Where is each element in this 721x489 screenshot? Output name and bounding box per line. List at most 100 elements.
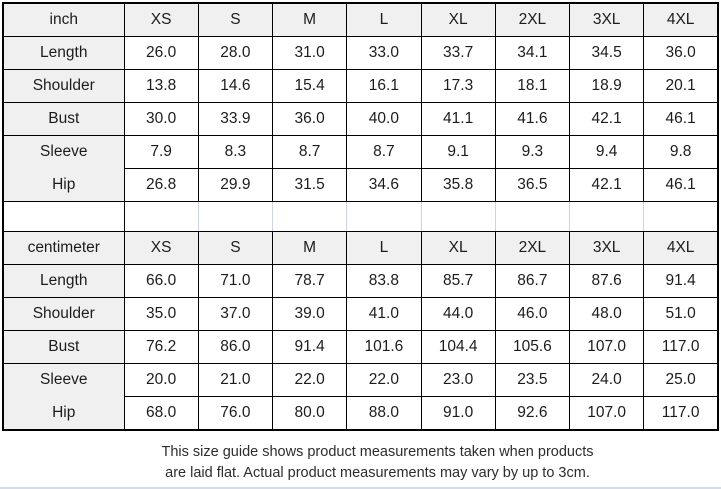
measurement-cell: 34.5: [568, 36, 645, 70]
row-label-cell: Shoulder: [2, 69, 125, 103]
measurement-cell: 36.0: [271, 102, 348, 136]
spacer-cell: [346, 201, 422, 232]
measurement-cell: 33.0: [346, 36, 422, 70]
measurement-cell: 51.0: [643, 297, 719, 331]
measurement-cell: 28.0: [197, 36, 274, 70]
measurement-cell: 85.7: [420, 264, 496, 298]
size-header-cell: S: [197, 2, 274, 37]
row-label-cell: Bust: [2, 330, 125, 364]
unit-cell-centimeter: centimeter: [2, 231, 125, 265]
measurement-cell: 92.6: [494, 396, 571, 431]
measurement-cell: 22.0: [271, 363, 348, 397]
measurement-row-hip: 68.0 76.0 80.0 88.0 91.0 92.6 107.0 117.0: [3, 396, 719, 431]
spacer-cell: [568, 201, 645, 232]
measurement-row-sleeve: Sleeve Hip 7.9 8.3 8.7 8.7 9.1 9.3 9.4 9.8: [2, 135, 719, 202]
measurement-cell: 91.4: [643, 264, 719, 298]
measurement-cell: 42.1: [568, 102, 645, 136]
measurement-cell: 18.9: [568, 69, 645, 103]
measurement-cell: 20.1: [643, 69, 719, 103]
size-header-cell: M: [271, 2, 348, 37]
size-header-cell: XL: [420, 2, 496, 37]
size-header-cell: XS: [123, 231, 199, 265]
measurement-cell: 29.9: [197, 168, 274, 202]
measurement-cell: 7.9: [123, 135, 199, 169]
measurement-cell: 30.0: [123, 102, 199, 136]
measurement-cell: 44.0: [420, 297, 496, 331]
measurement-cell: 41.1: [420, 102, 496, 136]
size-header-cell: 2XL: [494, 2, 571, 37]
spacer-label-cell: [2, 201, 125, 232]
measurement-cell: 71.0: [197, 264, 274, 298]
size-header-cell: M: [271, 231, 348, 265]
measurement-cell: 15.4: [271, 69, 348, 103]
note-line-1: This size guide shows product measuremen…: [161, 444, 594, 460]
measurement-cell: 37.0: [197, 297, 274, 331]
measurement-cell: 78.7: [271, 264, 348, 298]
size-header-cell: 2XL: [494, 231, 571, 265]
row-label-sleeve: Sleeve: [40, 143, 88, 161]
measurement-cell: 87.6: [568, 264, 645, 298]
spacer-cell: [271, 201, 348, 232]
measurement-cell: 36.0: [643, 36, 719, 70]
measurement-row-length: Length 66.0 71.0 78.7 83.8 85.7 86.7 87.6 91.4: [2, 264, 719, 298]
spacer-cell: [197, 201, 274, 232]
measurement-cell: 25.0: [643, 363, 719, 397]
size-guide-note: This size guide shows product measuremen…: [0, 442, 721, 484]
measurement-cell: 105.6: [494, 330, 571, 364]
measurement-cell: 33.7: [420, 36, 496, 70]
measurement-cell: 9.8: [643, 135, 719, 169]
row-label-hip: Hip: [52, 403, 76, 421]
measurement-cell: 107.0: [568, 330, 645, 364]
measurement-row-bust: Bust 30.0 33.9 36.0 40.0 41.1 41.6 42.1 46.1: [2, 102, 719, 136]
size-header-cell: 4XL: [643, 231, 719, 265]
measurement-cell: 31.5: [271, 168, 348, 202]
measurement-cell: 9.4: [568, 135, 645, 169]
measurement-cell: 35.0: [123, 297, 199, 331]
size-header-cell: 3XL: [568, 2, 645, 37]
row-label-cell: Sleeve Hip: [2, 363, 125, 431]
size-header-cell: 4XL: [643, 2, 719, 37]
size-header-cell: S: [197, 231, 274, 265]
measurement-cell: 42.1: [568, 168, 645, 202]
measurement-cell: 86.0: [197, 330, 274, 364]
measurement-row-shoulder: Shoulder 13.8 14.6 15.4 16.1 17.3 18.1 18.9 20.1: [2, 69, 719, 103]
measurement-cell: 23.5: [494, 363, 571, 397]
measurement-cell: 13.8: [123, 69, 199, 103]
measurement-cell: 46.1: [643, 168, 719, 202]
measurement-cell: 33.9: [197, 102, 274, 136]
measurement-cell: 41.0: [346, 297, 422, 331]
measurement-cell: 34.1: [494, 36, 571, 70]
unit-cell-inch: inch: [2, 2, 125, 37]
measurement-cell: 46.0: [494, 297, 571, 331]
row-label-cell: Sleeve Hip: [2, 135, 125, 202]
measurement-cell: 23.0: [420, 363, 496, 397]
row-label-cell: Bust: [2, 102, 125, 136]
measurement-cell: 18.1: [494, 69, 571, 103]
measurement-cell: 88.0: [346, 396, 422, 431]
row-label-hip: Hip: [52, 175, 76, 193]
measurement-cell: 101.6: [346, 330, 422, 364]
measurement-cell: 35.8: [420, 168, 496, 202]
row-label-cell: Shoulder: [2, 297, 125, 331]
measurement-cell: 36.5: [494, 168, 571, 202]
measurement-cell: 26.0: [123, 36, 199, 70]
size-header-cell: 3XL: [568, 231, 645, 265]
measurement-cell: 86.7: [494, 264, 571, 298]
measurement-cell: 117.0: [643, 396, 719, 431]
measurement-cell: 107.0: [568, 396, 645, 431]
measurement-cell: 66.0: [123, 264, 199, 298]
measurement-cell: 91.4: [271, 330, 348, 364]
header-row-centimeter: centimeter XS S M L XL 2XL 3XL 4XL: [2, 231, 719, 265]
measurement-cell: 76.0: [197, 396, 274, 431]
measurement-cell: 22.0: [346, 363, 422, 397]
spacer-cell: [420, 201, 496, 232]
spacer-cell: [494, 201, 571, 232]
measurement-cell: 8.7: [271, 135, 348, 169]
measurement-cell: 9.3: [494, 135, 571, 169]
measurement-row-length: Length 26.0 28.0 31.0 33.0 33.7 34.1 34.5 36.0: [2, 36, 719, 70]
measurement-cell: 91.0: [420, 396, 496, 431]
measurement-cell: 104.4: [420, 330, 496, 364]
measurement-cell: 31.0: [271, 36, 348, 70]
note-line-2: are laid flat. Actual product measuremen…: [165, 465, 590, 481]
measurement-cell: 40.0: [346, 102, 422, 136]
